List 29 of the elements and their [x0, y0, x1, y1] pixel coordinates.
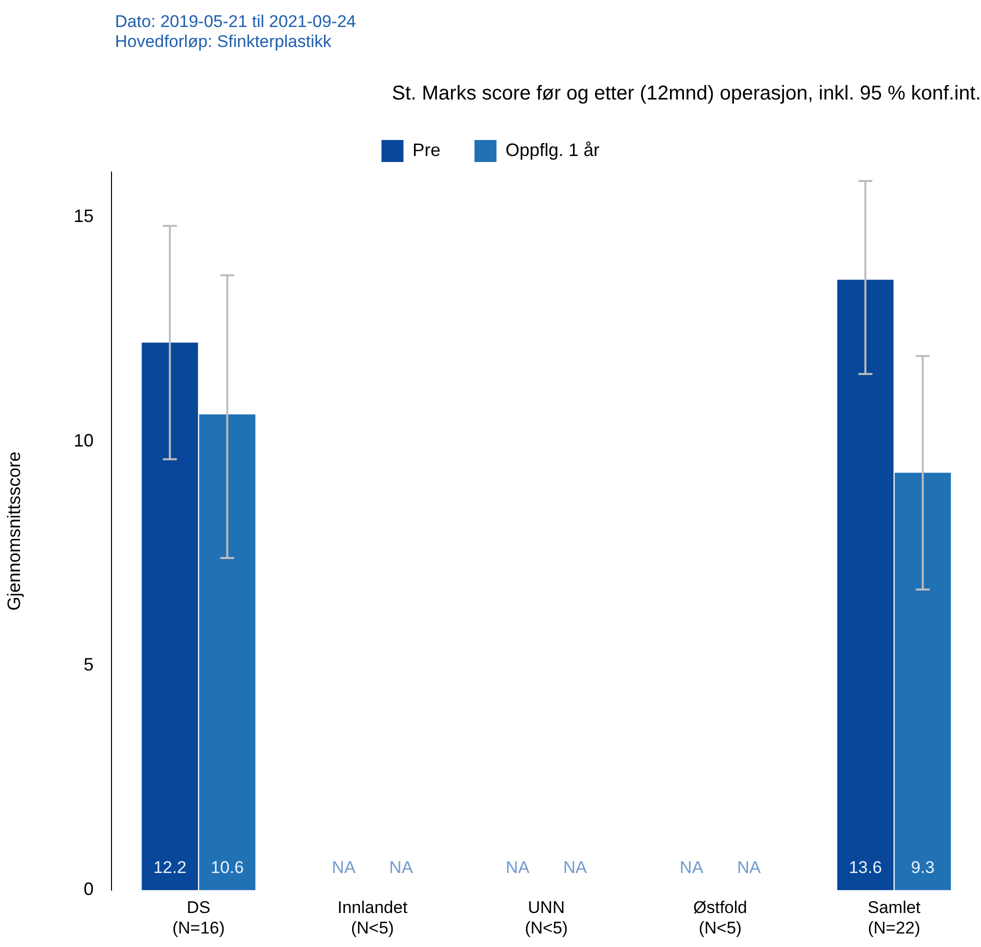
- text: Dato: 2019-05-21 til 2021-09-24: [115, 12, 356, 32]
- text: NA: [389, 858, 413, 877]
- data-label: 12.2: [153, 858, 186, 877]
- bar: [894, 472, 951, 890]
- bar: [142, 342, 198, 890]
- y-axis-title: Gjennomsnittsscore: [4, 452, 24, 611]
- y-tick-label: 10: [74, 430, 94, 450]
- x-tick-label: UNN (N<5): [524, 898, 568, 938]
- bar: [199, 414, 256, 890]
- x-tick-label: Østfold (N<5): [693, 898, 748, 938]
- data-label: 9.3: [910, 858, 935, 877]
- legend-label: Oppflg. 1 år: [505, 140, 600, 160]
- text: NA: [332, 858, 356, 877]
- bar: [837, 280, 894, 890]
- data-label: 10.6: [210, 858, 244, 877]
- y-tick-label: 15: [74, 206, 94, 226]
- y-tick-label: 5: [84, 654, 94, 675]
- text: NA: [506, 858, 530, 877]
- y-tick-label: 0: [84, 879, 94, 900]
- text: NA: [680, 858, 704, 877]
- text: NA: [563, 858, 587, 877]
- chart-title: St. Marks score før og etter (12mnd) operasjon, inkl. 95 % konf.int.: [392, 82, 981, 105]
- legend-label: Pre: [412, 140, 440, 160]
- data-label: 13.6: [848, 858, 882, 877]
- x-tick-label: DS (N=16): [172, 898, 225, 938]
- x-tick-label: Samlet (N=22): [868, 898, 921, 938]
- x-tick-label: Innlandet (N<5): [337, 898, 408, 938]
- text: NA: [737, 858, 761, 877]
- text: Hovedforløp: Sfinkterplastikk: [115, 32, 332, 52]
